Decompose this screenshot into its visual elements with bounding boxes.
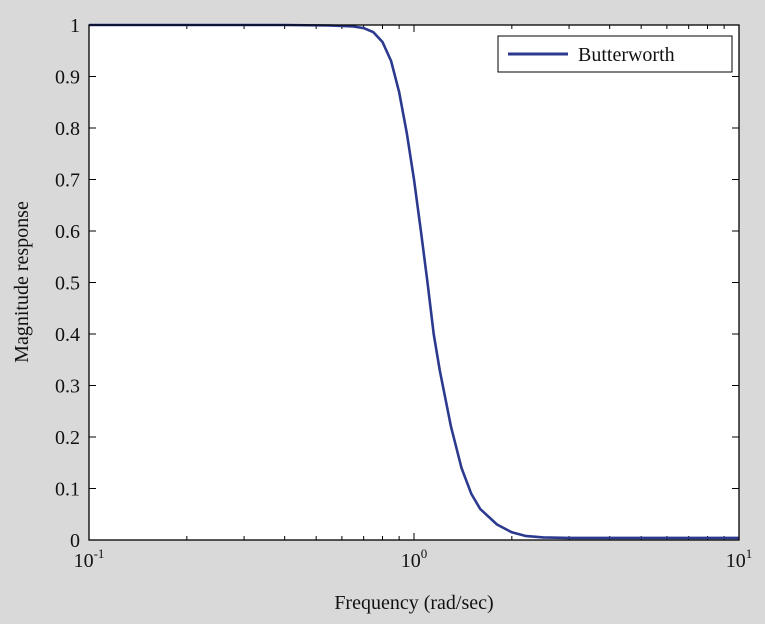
x-tick-label: 101 (726, 546, 753, 572)
y-tick-label: 1 (70, 15, 80, 37)
y-tick-label: 0.8 (55, 118, 80, 140)
legend: Butterworth (497, 35, 733, 73)
y-axis-label: Magnitude response (11, 201, 33, 363)
legend-label-butterworth: Butterworth (578, 44, 675, 66)
y-tick-label: 0.6 (55, 221, 80, 243)
plot-frame (88, 24, 740, 541)
series-line-butterworth (89, 23, 739, 540)
y-tick-label: 0.9 (55, 67, 80, 89)
y-tick-label: 0.3 (55, 376, 80, 398)
x-tick-label: 100 (401, 546, 428, 572)
y-tick-label: 0.1 (55, 479, 80, 501)
x-tick-label: 10-1 (74, 546, 105, 572)
y-tick-label: 0.7 (55, 170, 80, 192)
y-tick-label: 0.5 (55, 273, 80, 295)
y-tick-label: 0 (70, 530, 80, 552)
x-axis-label: Frequency (rad/sec) (334, 592, 493, 614)
y-tick-label: 0.4 (55, 324, 80, 346)
y-tick-label: 0.2 (55, 427, 80, 449)
plot-area (89, 25, 739, 540)
